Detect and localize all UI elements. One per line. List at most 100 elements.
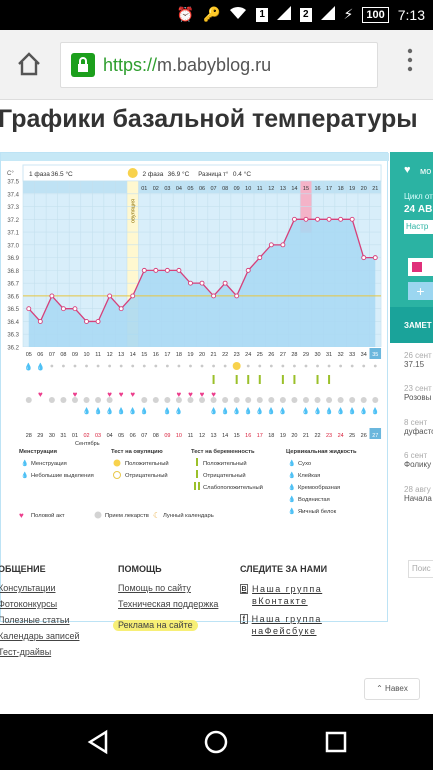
add-button[interactable]: + (408, 282, 433, 300)
intercourse-heart-icon: ♥ (38, 390, 43, 399)
ovulation-positive-icon (232, 362, 241, 370)
temperature-point (291, 216, 297, 222)
fb-link[interactable]: f Наша группа наФейсбуке (240, 613, 350, 637)
cervical-fluid-icon: 💧 (129, 407, 137, 415)
cervical-fluid-icon: 💧 (256, 407, 264, 415)
ovulation-column (126, 181, 139, 347)
empty-dot (154, 364, 158, 368)
date-top-label: 20 (199, 352, 205, 358)
intercourse-heart-icon: ♥ (177, 390, 182, 399)
cycle-day-label: 08 (222, 186, 228, 192)
url-bar[interactable]: https://m.babyblog.ru (60, 42, 378, 88)
home-nav-icon[interactable] (202, 728, 230, 756)
signal2-icon (320, 6, 335, 23)
empty-dot (131, 364, 135, 368)
footer-link[interactable]: Техническая поддержка (118, 599, 219, 609)
cervical-fluid-icon: 💧 (117, 407, 125, 415)
note-item[interactable]: 6 сент Фолику (404, 451, 432, 469)
bbt-chart-frame: 37.5 37.4 37.3 37.2 37.1 37.0 36.9 36.8 36.7 36.6… (0, 152, 389, 622)
legend-dry: Сухо (298, 461, 311, 467)
cycle-label: Цикл от (404, 192, 433, 201)
recents-icon[interactable] (322, 728, 350, 756)
medication-legend-icon (94, 511, 102, 519)
settings-button[interactable]: Настр (404, 220, 433, 234)
date-current-top (369, 348, 382, 359)
temperature-point (349, 216, 355, 222)
preg-negative-icon (196, 470, 198, 478)
empty-dot (108, 364, 112, 368)
empty-dot (189, 364, 192, 368)
medication-icon (95, 397, 102, 403)
cervical-fluid-icon: 💧 (302, 407, 310, 415)
temperature-point (234, 293, 240, 299)
date-bottom-label: 01 (72, 433, 78, 439)
date-top-label: 30 (314, 352, 320, 358)
note-item[interactable]: 28 авгу Начала (404, 485, 432, 503)
back-to-top-button[interactable]: ⌃ Навеx (364, 678, 420, 700)
chart-scroll-handle[interactable] (1, 153, 389, 161)
cervical-fluid-icon: 💧 (279, 407, 287, 415)
date-bottom-label: 02 (83, 433, 89, 439)
page-content: Графики базальной температуры 37.5 37.4 37… (0, 100, 433, 714)
footer-link[interactable]: Полезные статьи (0, 615, 70, 625)
date-bottom-label: 28 (26, 433, 32, 439)
date-bottom-label: 10 (176, 433, 182, 439)
medication-icon (256, 397, 263, 403)
date-bottom-label: 23 (326, 433, 332, 439)
legend-intercourse: Половой акт (31, 512, 65, 519)
preg-weak-icon (194, 482, 196, 490)
medication-icon (187, 397, 194, 403)
search-input-stub[interactable]: Поис (408, 560, 433, 578)
footer-link[interactable]: Реклама на сайте (113, 620, 218, 631)
legend-eggwhite: Яичный белок (298, 508, 337, 515)
date-top-label: 12 (107, 352, 113, 358)
temperature-point (84, 319, 89, 324)
footer-link[interactable]: Помощь по сайту (118, 583, 191, 593)
cervical-fluid-icon: 💧 (94, 407, 102, 415)
footer-link[interactable]: Тест-драйвы (0, 647, 52, 657)
date-bottom-label: 06 (130, 433, 136, 439)
footer-col3-title: СЛЕДИТЕ ЗА НАМИ (240, 564, 328, 574)
home-icon[interactable] (14, 50, 44, 80)
intercourse-heart-icon: ♥ (119, 390, 124, 399)
medication-icon (71, 397, 78, 403)
date-bottom-label: 07 (141, 433, 147, 439)
temperature-point (315, 216, 320, 222)
y-tick-label: 36.6 (7, 294, 19, 300)
back-icon[interactable] (84, 728, 112, 756)
note-item[interactable]: 8 сент дуфасто (404, 418, 433, 436)
cervical-fluid-icon: 💧 (163, 407, 171, 415)
menstruation-legend-icon: 💧 (21, 459, 28, 467)
overflow-menu-icon[interactable] (405, 48, 415, 80)
date-row-top (23, 347, 382, 359)
date-bottom-label: 19 (280, 433, 286, 439)
footer-col-help: ПОМОЩЬ Помощь по сайту Техническая подде… (113, 564, 219, 636)
date-bottom-label: 16 (245, 433, 251, 439)
footer-link[interactable]: Консультации (0, 583, 56, 593)
note-item[interactable]: 26 сент 37.15 (404, 351, 432, 369)
medication-icon (291, 397, 298, 403)
y-tick-label: 36.8 (7, 269, 19, 275)
vk-icon: B (240, 584, 249, 594)
cervical-fluid-icon: 💧 (325, 407, 333, 415)
legend-positive: Положительный (125, 460, 169, 467)
date-row-bottom (23, 428, 382, 440)
date-top-label: 17 (164, 352, 170, 358)
empty-dot (73, 364, 77, 368)
temperature-point (245, 267, 251, 273)
medication-icon (164, 397, 171, 403)
intercourse-heart-icon: ♥ (211, 390, 216, 399)
clock: 7:13 (397, 6, 425, 23)
date-bottom-label: 08 (153, 433, 159, 439)
empty-dot (350, 364, 354, 368)
footer-link[interactable]: Фотоконкурсы (0, 599, 58, 609)
vk-link[interactable]: B Наша группа вКонтакте (240, 584, 323, 606)
y-tick-label: 37.0 (7, 243, 19, 249)
note-item[interactable]: 23 сент Розовы (404, 384, 432, 402)
empty-dot (212, 364, 215, 368)
footer-link[interactable]: Календарь записей (0, 631, 80, 641)
mark-day-button[interactable] (408, 258, 433, 276)
empty-dot (258, 364, 262, 368)
temperature-point (118, 306, 124, 312)
cycle-day-label: 19 (349, 186, 355, 192)
